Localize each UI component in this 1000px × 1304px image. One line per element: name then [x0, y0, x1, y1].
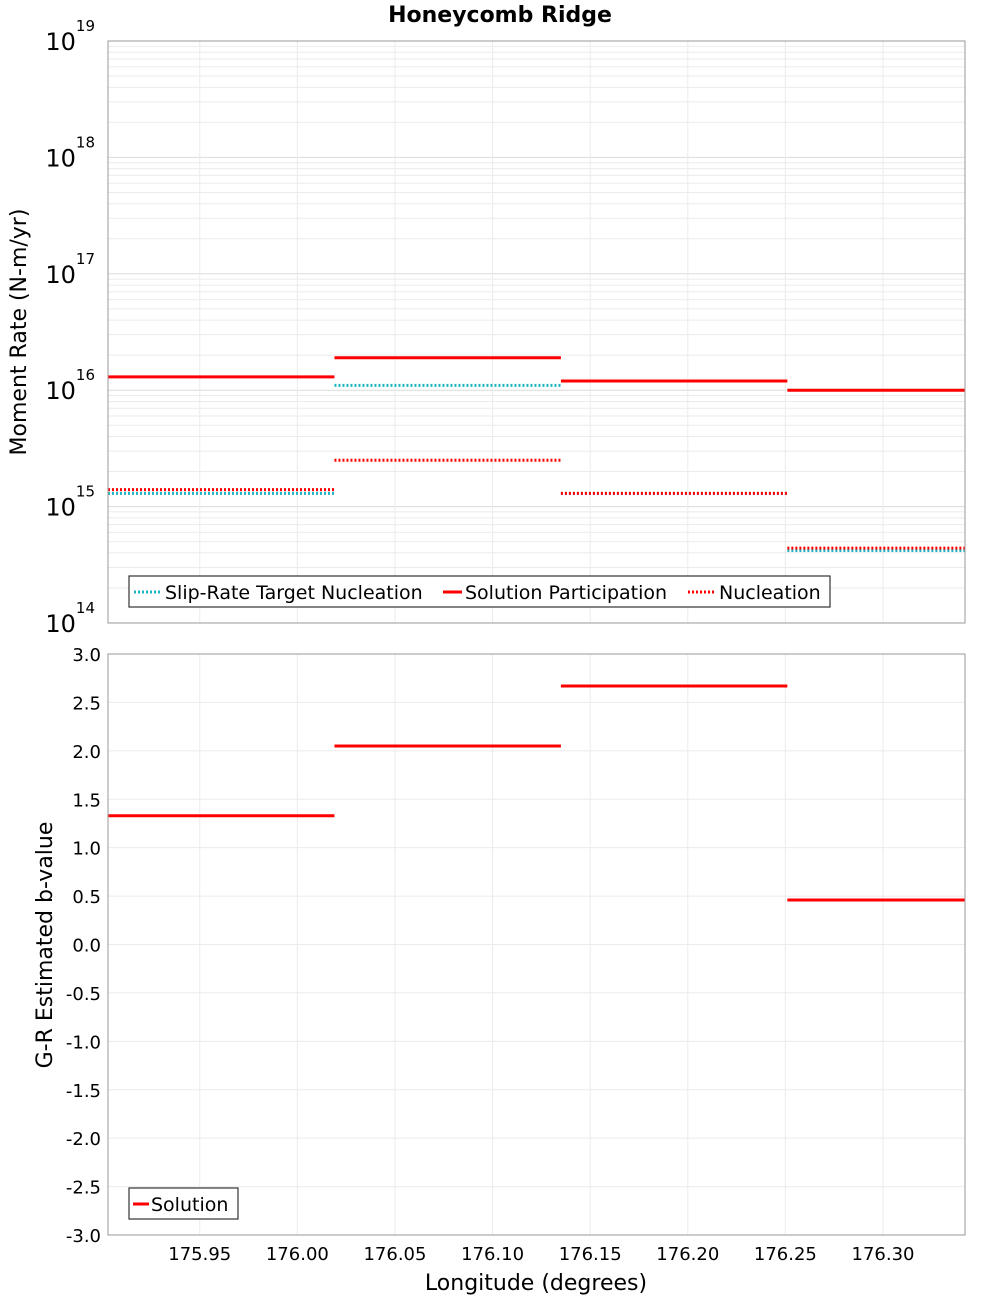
top-y-tick-labels: 1014 1015 1016 1017 1018 1019	[45, 17, 95, 638]
x-axis-label: Longitude (degrees)	[425, 1271, 647, 1296]
bottom-y-tick-label: 0.0	[72, 936, 101, 957]
legend-label-nucleation: Nucleation	[719, 582, 821, 604]
x-tick-label: 176.30	[852, 1244, 915, 1265]
bottom-grid	[108, 653, 965, 1236]
bottom-y-tick-label: -0.5	[66, 984, 101, 1005]
bottom-legend: Solution	[128, 1187, 239, 1220]
top-series-layer	[108, 356, 965, 552]
bottom-y-tick-label: 0.5	[72, 887, 101, 908]
top-plot-frame	[107, 40, 966, 624]
legend-label-solution: Solution	[151, 1194, 228, 1216]
x-tick-label: 176.25	[754, 1244, 817, 1265]
top-y-tick-label: 1015	[45, 483, 95, 522]
top-y-tick-label: 1016	[45, 366, 95, 405]
top-y-tick-label: 1019	[45, 17, 95, 56]
top-grid	[108, 41, 965, 624]
bottom-y-tick-label: -1.0	[66, 1032, 101, 1053]
bottom-y-tick-labels: 3.0 2.5 2.0 1.5 1.0 0.5 0.0 -0.5 -1.0 -1.5 -2.0 -2.…	[66, 645, 101, 1247]
bottom-y-tick-label: 2.5	[72, 693, 101, 714]
x-tick-label: 176.05	[363, 1244, 426, 1265]
bottom-series-layer	[108, 684, 965, 902]
bottom-y-tick-label: -2.5	[66, 1178, 101, 1199]
bottom-x-tick-labels: 175.95 176.00 176.05 176.10 176.15 176.20 176.…	[168, 1244, 914, 1265]
x-tick-label: 176.20	[656, 1244, 719, 1265]
legend-label-slip-rate-target: Slip-Rate Target Nucleation	[165, 582, 423, 604]
top-y-tick-label: 1017	[45, 250, 95, 289]
top-y-tick-label: 1014	[45, 599, 95, 638]
bottom-plot-frame	[107, 653, 966, 1236]
bottom-y-tick-label: -2.0	[66, 1129, 101, 1150]
bottom-y-tick-label: -3.0	[66, 1226, 101, 1247]
x-tick-label: 176.00	[266, 1244, 329, 1265]
bottom-y-tick-label: -1.5	[66, 1081, 101, 1102]
top-y-tick-label: 1018	[45, 133, 95, 172]
x-tick-label: 175.95	[168, 1244, 231, 1265]
bottom-y-tick-label: 1.5	[72, 790, 101, 811]
bottom-y-tick-label: 3.0	[72, 645, 101, 666]
bottom-y-tick-label: 2.0	[72, 742, 101, 763]
x-tick-label: 176.10	[461, 1244, 524, 1265]
legend-label-solution-participation: Solution Participation	[465, 582, 667, 604]
chart-title: Honeycomb Ridge	[388, 3, 612, 28]
x-tick-label: 176.15	[559, 1244, 622, 1265]
bottom-y-axis-label: G-R Estimated b-value	[33, 822, 58, 1069]
bottom-y-tick-label: 1.0	[72, 839, 101, 860]
top-y-axis-label: Moment Rate (N-m/yr)	[7, 209, 32, 456]
top-legend: Slip-Rate Target Nucleation Solution Par…	[128, 575, 831, 608]
